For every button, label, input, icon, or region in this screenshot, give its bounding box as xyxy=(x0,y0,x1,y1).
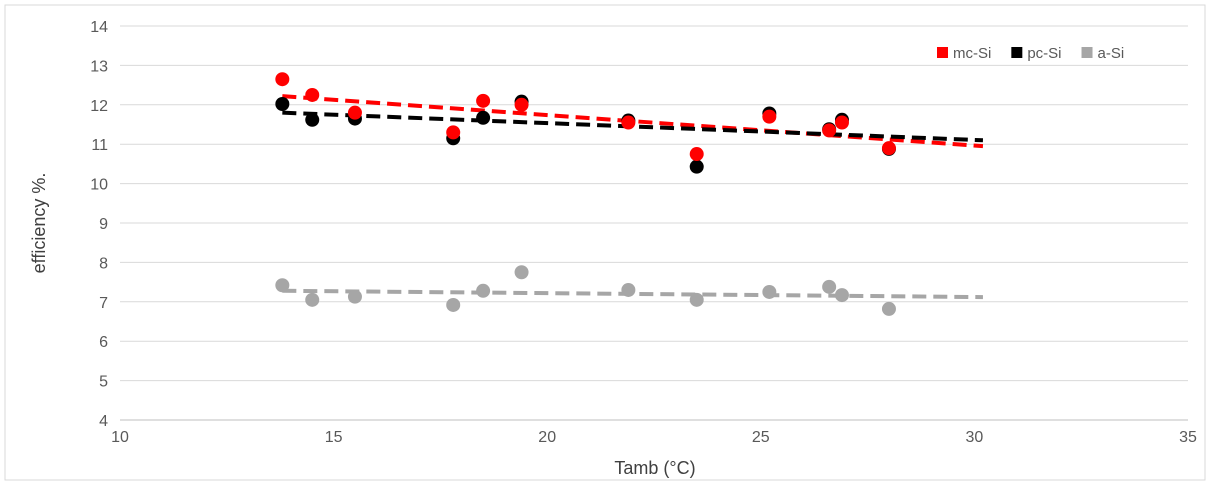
a-si-point xyxy=(834,288,849,303)
mc-si-point xyxy=(476,93,491,108)
mc-si-point xyxy=(762,109,777,124)
mc-si-point xyxy=(689,147,704,162)
a-si-point xyxy=(689,292,704,307)
y-tick-label: 10 xyxy=(90,177,108,194)
a-si-point xyxy=(476,283,491,298)
x-tick-label: 20 xyxy=(538,429,556,446)
y-tick-label: 4 xyxy=(99,413,108,430)
y-tick-label: 5 xyxy=(99,374,108,391)
mc-si-trendline xyxy=(282,94,984,149)
a-si-point xyxy=(446,297,461,312)
x-tick-label: 15 xyxy=(325,429,343,446)
trendlines xyxy=(282,94,984,300)
pc-si-point xyxy=(275,97,290,112)
data-points xyxy=(275,72,896,316)
y-tick-label: 12 xyxy=(90,98,108,115)
chart-frame xyxy=(4,4,1206,481)
a-si-point xyxy=(822,279,837,294)
mc-si-point xyxy=(275,72,290,87)
y-tick-label: 14 xyxy=(90,19,108,36)
a-si-point xyxy=(347,289,362,304)
x-tick-label: 25 xyxy=(752,429,770,446)
a-si-point xyxy=(305,292,320,307)
pc-si-trendline xyxy=(282,110,984,143)
a-si-point xyxy=(762,284,777,299)
mc-si-legend-swatch xyxy=(937,47,948,58)
a-si-trendline xyxy=(282,288,983,300)
mc-si-point xyxy=(621,115,636,130)
x-tick-label: 30 xyxy=(966,429,984,446)
pc-si-legend-swatch xyxy=(1011,47,1023,58)
a-si-point xyxy=(621,282,636,297)
y-tick-label: 7 xyxy=(99,295,108,312)
mc-si-point xyxy=(347,105,362,120)
gridlines xyxy=(120,25,1188,421)
y-tick-label: 9 xyxy=(99,216,108,233)
mc-si-point xyxy=(305,87,320,102)
mc-si-point xyxy=(514,97,529,112)
mc-si-point xyxy=(881,141,896,156)
a-si-legend-swatch xyxy=(1081,47,1093,58)
a-si-point xyxy=(881,301,896,316)
pc-si-point xyxy=(476,110,491,125)
mc-si-point xyxy=(446,125,461,140)
y-tick-label: 13 xyxy=(90,58,108,75)
x-axis-title: Tamb (°C) xyxy=(614,458,695,478)
a-si-point xyxy=(514,265,529,280)
mc-si-point xyxy=(834,115,849,130)
mc-si-point xyxy=(822,123,837,138)
x-tick-labels: 10 15 20 25 30 35 xyxy=(111,429,1197,446)
mc-si-legend-label: mc-Si xyxy=(953,45,991,62)
y-tick-label: 6 xyxy=(99,334,108,351)
x-tick-label: 10 xyxy=(111,429,129,446)
pc-si-legend-label: pc-Si xyxy=(1027,45,1061,62)
pc-si-point xyxy=(689,159,704,174)
y-tick-label: 8 xyxy=(99,255,108,272)
x-tick-label: 35 xyxy=(1179,429,1197,446)
y-tick-labels: 4 5 6 7 8 9 10 11 12 13 14 xyxy=(90,19,108,430)
a-si-legend-label: a-Si xyxy=(1098,45,1125,62)
pc-si-point xyxy=(305,112,320,127)
y-axis-title: efficiency %. xyxy=(29,173,49,274)
legend: mc-Si pc-Si a-Si xyxy=(937,45,1124,62)
y-tick-label: 11 xyxy=(91,137,108,154)
a-si-point xyxy=(275,278,290,293)
